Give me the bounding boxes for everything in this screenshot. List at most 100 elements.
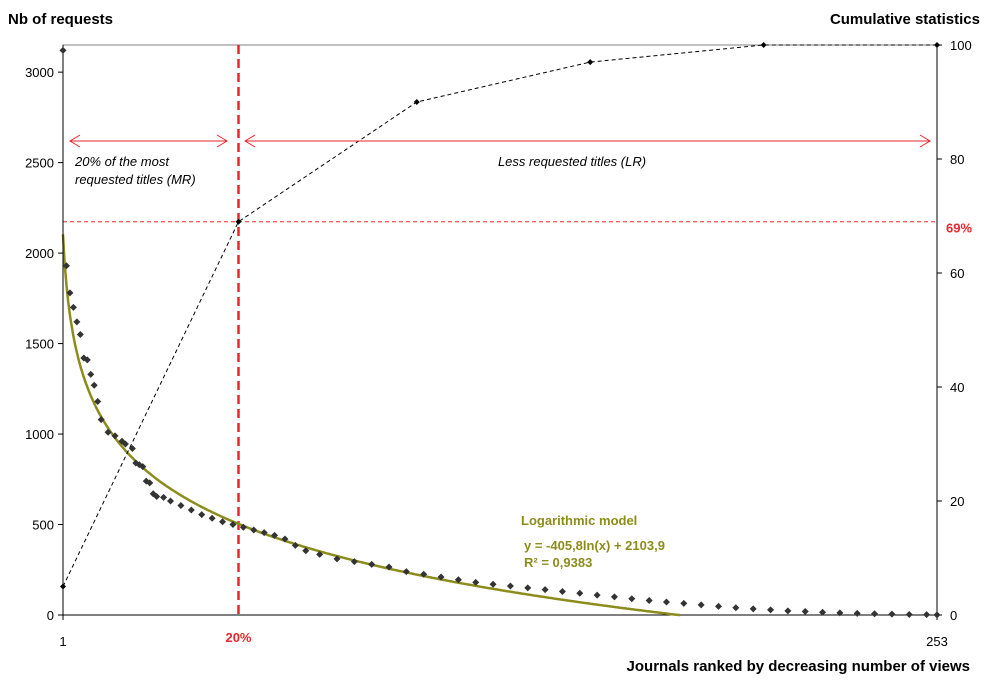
lr-arrow: [244, 134, 931, 148]
request-point: [853, 609, 861, 617]
y-right-tick-label: 0: [950, 608, 957, 623]
cumulative-point: [587, 59, 594, 66]
request-point: [111, 432, 119, 440]
request-point: [368, 560, 376, 568]
y-left-tick-label: 2000: [25, 246, 54, 261]
request-point: [784, 607, 792, 615]
request-point: [90, 381, 98, 389]
annotations: 20% of the most requested titles (MR) Less…: [69, 134, 972, 645]
request-point: [662, 598, 670, 606]
request-point: [524, 584, 532, 592]
mr-label-line1: 20% of the most: [74, 154, 170, 169]
request-point: [420, 570, 428, 578]
request-point: [610, 593, 618, 601]
model-equation: y = -405,8ln(x) + 2103,9: [524, 538, 665, 553]
y-left-axis-title: Nb of requests: [8, 11, 113, 28]
y-left-tick-label: 3000: [25, 65, 54, 80]
request-point: [888, 610, 896, 618]
request-point: [59, 46, 67, 54]
request-point: [836, 609, 844, 617]
request-point: [94, 397, 102, 405]
request-point: [333, 555, 341, 563]
request-point: [104, 428, 112, 436]
request-point: [62, 262, 70, 270]
y-right-tick-label: 60: [950, 266, 964, 281]
y-right-tick-label: 20: [950, 494, 964, 509]
y-left-tick-label: 1500: [25, 337, 54, 352]
request-point: [302, 547, 310, 555]
pct-y-label: 69%: [946, 221, 972, 236]
y-left-tick-label: 0: [47, 608, 54, 623]
axes: [58, 44, 942, 620]
lr-arrow-head-left: [244, 134, 256, 148]
request-point: [291, 541, 299, 549]
request-point: [749, 605, 757, 613]
request-point: [871, 610, 879, 618]
cumulative-line: [62, 44, 937, 587]
request-point: [281, 535, 289, 543]
request-point: [437, 573, 445, 581]
request-point: [933, 611, 941, 619]
mr-arrow-head-left: [69, 134, 81, 148]
request-point: [715, 602, 722, 610]
request-point: [121, 440, 129, 448]
request-point: [83, 356, 91, 364]
scatter-points: [59, 46, 941, 619]
request-point: [576, 589, 584, 597]
request-point: [239, 523, 247, 531]
x-axis-title: Journals ranked by decreasing number of …: [627, 658, 970, 675]
request-point: [177, 502, 185, 510]
request-point: [697, 601, 705, 609]
y-left-tick-label: 500: [32, 518, 54, 533]
request-point: [454, 576, 462, 584]
request-point: [472, 578, 480, 586]
request-point: [66, 289, 74, 297]
mr-label-line2: requested titles (MR): [75, 172, 196, 187]
request-point: [76, 331, 84, 339]
request-point: [87, 370, 95, 378]
request-point: [767, 606, 775, 614]
x-tick-label: 253: [926, 634, 948, 649]
guide-lines: [63, 45, 937, 615]
request-point: [645, 597, 653, 605]
y-right-tick-label: 80: [950, 152, 964, 167]
cumulative-point: [235, 218, 242, 225]
request-point: [160, 493, 168, 501]
y-right-tick-label: 100: [950, 38, 972, 53]
tick-labels: 0 500 1000 1500 2000 2500 3000 0 20 40 60 80 100 1 253…: [8, 11, 980, 675]
mr-arrow: [69, 134, 228, 148]
request-point: [167, 497, 175, 505]
request-point: [198, 511, 206, 519]
request-point: [229, 521, 237, 529]
y-left-tick-label: 2500: [25, 156, 54, 171]
request-point: [73, 318, 81, 326]
request-point: [923, 611, 931, 619]
cumulative-point: [934, 42, 940, 48]
request-point: [350, 558, 358, 566]
request-point: [402, 568, 410, 576]
mr-arrow-head-right: [216, 134, 228, 148]
request-point: [905, 610, 913, 618]
request-point: [187, 506, 195, 514]
plot-frame: [62, 44, 938, 616]
request-point: [219, 518, 227, 526]
pct-x-label: 20%: [225, 630, 251, 645]
request-point: [146, 479, 154, 487]
request-point: [316, 550, 324, 558]
model-title: Logarithmic model: [521, 513, 637, 528]
request-point: [558, 587, 566, 595]
request-point: [250, 526, 258, 534]
y-right-axis-title: Cumulative statistics: [830, 11, 980, 28]
y-left-tick-label: 1000: [25, 427, 54, 442]
request-point: [541, 586, 549, 594]
request-point: [801, 608, 809, 616]
y-right-tick-label: 40: [950, 380, 964, 395]
request-point: [680, 599, 688, 607]
model-r2: R² = 0,9383: [524, 555, 592, 570]
request-point: [153, 492, 161, 500]
request-point: [69, 303, 77, 311]
request-point: [819, 608, 827, 616]
request-point: [732, 604, 740, 612]
request-point: [489, 580, 497, 588]
